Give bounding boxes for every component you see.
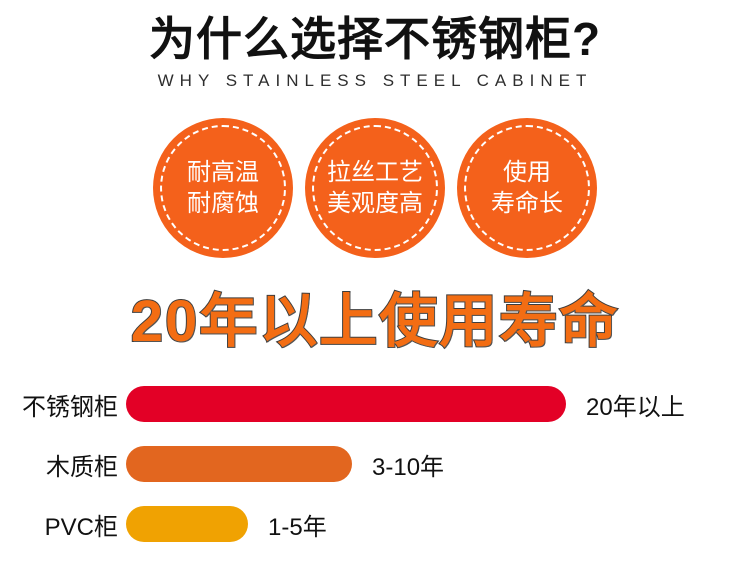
bar-pvc (126, 506, 248, 542)
feature-badges: 耐高温 耐腐蚀 拉丝工艺 美观度高 使用 寿命长 (0, 118, 750, 258)
chart-row-wood: 木质柜 3-10年 (14, 446, 750, 482)
feature-badge-text: 使用 寿命长 (491, 157, 563, 219)
feature-line: 使用 (503, 159, 551, 186)
banner-headline: 20年以上使用寿命 (130, 288, 620, 355)
header: 为什么选择不锈钢柜? WHY STAINLESS STEEL CABINET (0, 0, 750, 92)
feature-line: 寿命长 (491, 190, 563, 217)
bar-label: 不锈钢柜 (22, 393, 118, 421)
feature-line: 耐腐蚀 (187, 190, 259, 217)
bar-wood (126, 446, 352, 482)
bar-value: 20年以上 (586, 393, 685, 421)
bar-label: 木质柜 (46, 453, 118, 481)
bar-label: PVC柜 (44, 513, 118, 541)
chart-row-pvc: PVC柜 1-5年 (14, 506, 750, 542)
feature-line: 耐高温 (187, 159, 259, 186)
bar-value: 3-10年 (372, 453, 445, 481)
feature-badge-brushed-finish: 拉丝工艺 美观度高 (305, 118, 445, 258)
bar-value: 1-5年 (268, 513, 327, 541)
feature-badge-long-life: 使用 寿命长 (457, 118, 597, 258)
chart-row-stainless: 不锈钢柜 20年以上 (14, 386, 750, 422)
feature-badge-text: 耐高温 耐腐蚀 (187, 157, 259, 219)
lifespan-bar-chart: 不锈钢柜 20年以上 木质柜 3-10年 PVC柜 1-5年 (0, 386, 750, 542)
feature-badge-heat-resistant: 耐高温 耐腐蚀 (153, 118, 293, 258)
page-title: 为什么选择不锈钢柜? (148, 13, 602, 65)
feature-badge-text: 拉丝工艺 美观度高 (327, 157, 423, 219)
page-subtitle: WHY STAINLESS STEEL CABINET (157, 71, 593, 90)
feature-line: 拉丝工艺 (327, 159, 423, 186)
feature-line: 美观度高 (327, 190, 423, 217)
bar-stainless-steel (126, 386, 566, 422)
